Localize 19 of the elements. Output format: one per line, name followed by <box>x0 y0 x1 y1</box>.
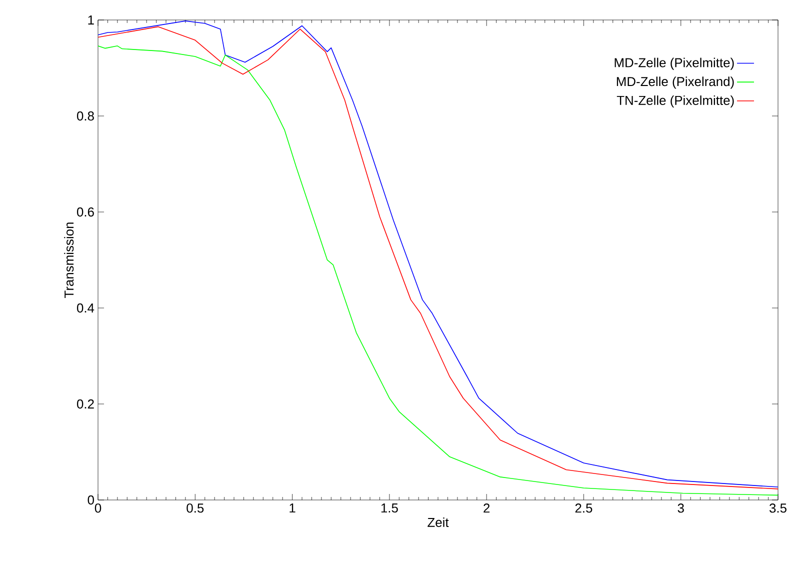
y-tick-label: 1 <box>88 16 94 24</box>
x-tick-label: 1 <box>290 504 296 512</box>
legend-label: MD-Zelle (Pixelrand) <box>616 76 734 89</box>
x-axis-title: Zeit <box>428 518 449 528</box>
legend-label: TN-Zelle (Pixelmitte) <box>616 95 734 108</box>
x-tick-label: 2.5 <box>575 504 592 513</box>
y-tick-label: 0 <box>88 495 94 505</box>
x-tick-label: 1.5 <box>381 504 398 513</box>
y-tick-label: 0.4 <box>76 303 94 313</box>
legend-label: MD-Zelle (Pixelmitte) <box>614 58 734 70</box>
x-tick-label: 0.5 <box>186 504 204 513</box>
y-axis-title: Transmission <box>64 222 74 298</box>
y-tick-label: 0.6 <box>76 207 94 217</box>
x-tick-label: 3 <box>678 504 684 513</box>
x-tick-label: 2 <box>484 504 490 513</box>
x-tick-label: 3.5 <box>770 504 786 513</box>
y-tick-label: 0.8 <box>76 111 94 121</box>
x-tick-label: 0 <box>94 504 102 513</box>
y-tick-label: 0.2 <box>76 399 94 409</box>
